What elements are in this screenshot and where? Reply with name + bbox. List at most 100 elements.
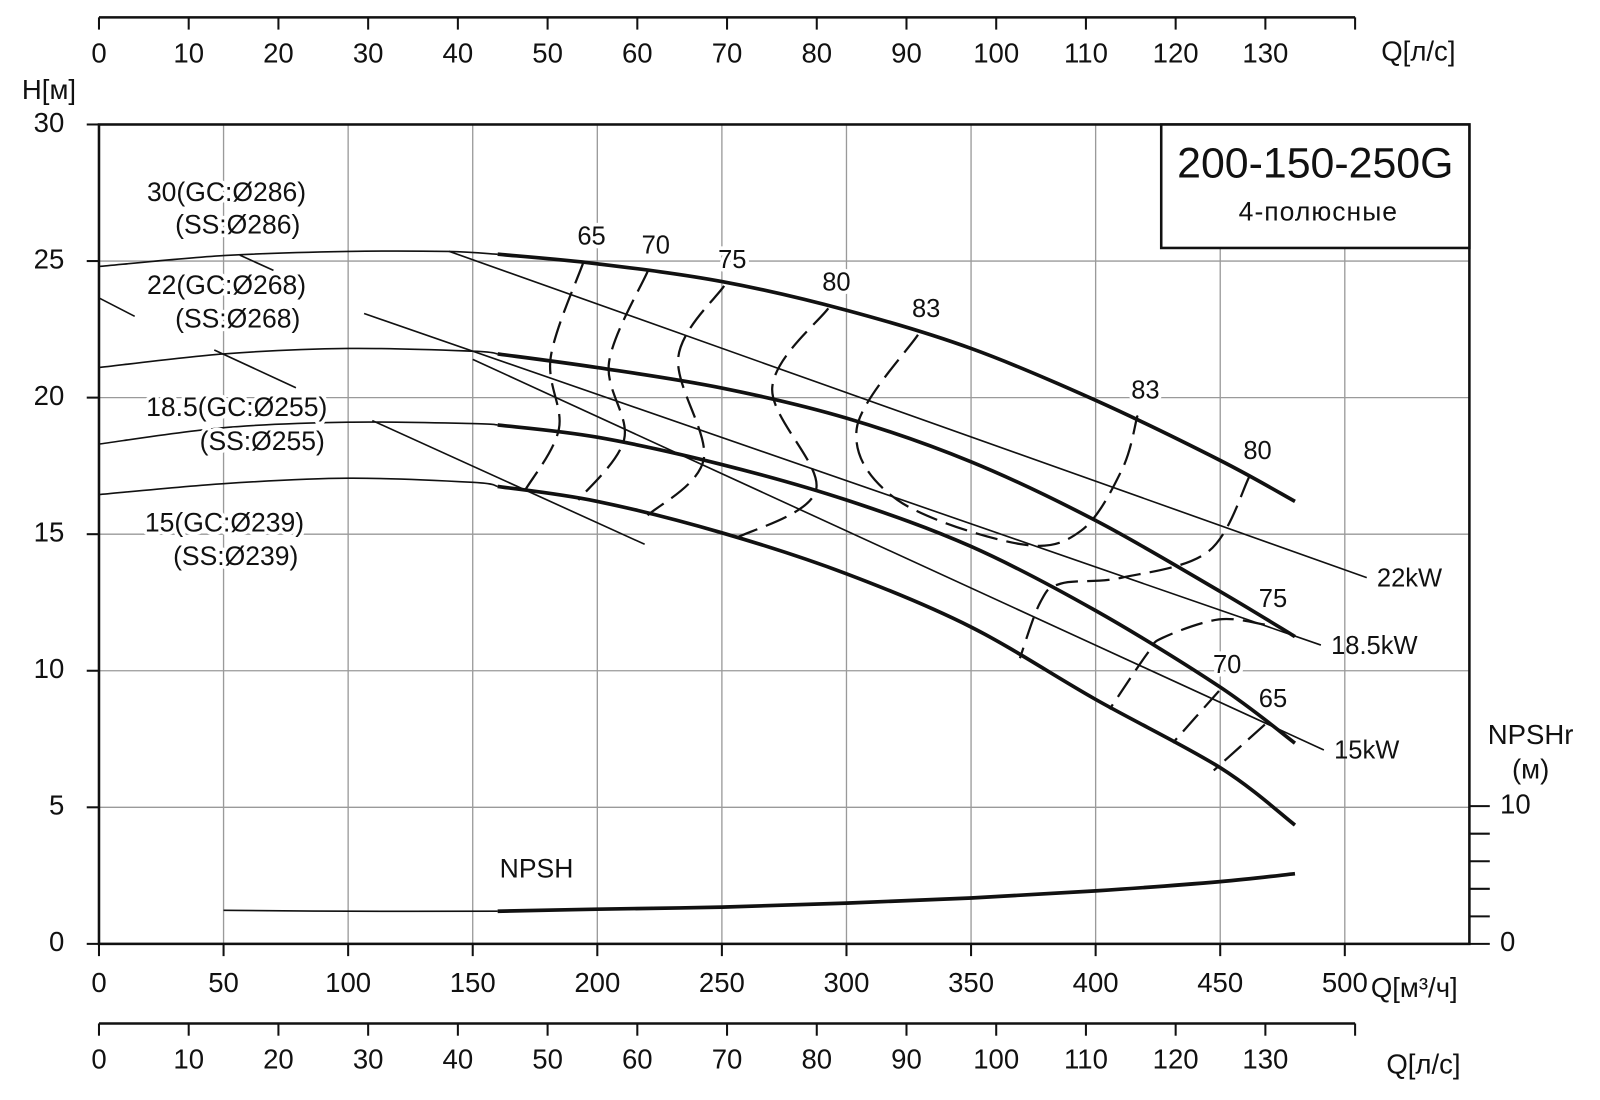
curve-sublabel: (SS:Ø239) (173, 541, 298, 571)
leader-line (213, 349, 297, 389)
power-label: 15kW (1334, 737, 1399, 765)
flow-tick-label: 50 (532, 37, 563, 68)
efficiency-contour (1018, 476, 1251, 659)
y-tick-label: 5 (49, 790, 64, 821)
x-tick-label: 450 (1197, 967, 1243, 998)
npsh-curve (497, 871, 1296, 914)
x-tick-label: 250 (699, 967, 745, 998)
efficiency-contour (524, 262, 585, 491)
flow-tick-label: 60 (622, 1044, 653, 1075)
efficiency-label: 80 (822, 269, 850, 297)
efficiency-label: 70 (1213, 651, 1241, 679)
curve-label: 22(GC:Ø268) (147, 270, 306, 300)
efficiency-contour (577, 270, 649, 501)
chart-subtitle: 4-полюсные (1239, 196, 1398, 226)
efficiency-label: 70 (642, 232, 670, 260)
efficiency-label: 75 (718, 246, 746, 274)
flow-tick-label: 20 (263, 37, 294, 68)
efficiency-label: 80 (1243, 437, 1271, 465)
x-tick-label: 150 (450, 967, 496, 998)
flow-tick-label: 50 (532, 1044, 563, 1075)
power-line (371, 419, 645, 546)
x-tick-label: 350 (948, 967, 994, 998)
flow-tick-label: 70 (712, 37, 743, 68)
efficiency-contour (646, 285, 726, 517)
chart-title: 200-150-250G (1177, 140, 1453, 188)
y-tick-label: 20 (34, 380, 65, 411)
flow-tick-label: 100 (973, 37, 1019, 68)
flow-tick-label: 40 (443, 1044, 474, 1075)
plot-border (97, 123, 1471, 946)
efficiency-label: 83 (1131, 377, 1159, 405)
efficiency-label: 75 (1259, 585, 1287, 613)
curve-sublabel: (SS:Ø286) (175, 210, 300, 240)
y-axis-label: H[м] (22, 74, 76, 105)
flow-tick-label: 70 (712, 1044, 743, 1075)
efficiency-label: 83 (912, 295, 940, 323)
flow-tick-label: 60 (622, 37, 653, 68)
efficiency-point (1136, 415, 1139, 418)
y-tick-label: 25 (34, 243, 65, 274)
x-axis-label: Q[м³/ч] (1371, 972, 1458, 1003)
x-tick-label: 400 (1073, 967, 1119, 998)
flow-tick-label: 30 (353, 1044, 384, 1075)
power-line (472, 358, 1325, 751)
y2-tick-label: 0 (1500, 926, 1515, 957)
head-curve-extension (98, 477, 498, 496)
flow-tick-label: 0 (91, 1044, 106, 1075)
head-curve (497, 484, 1297, 827)
flow-tick-label: 120 (1153, 37, 1199, 68)
y-tick-label: 10 (34, 653, 65, 684)
title-box (1159, 123, 1471, 250)
x-tick-label: 100 (325, 967, 371, 998)
flow-tick-label: 100 (973, 1044, 1019, 1075)
x-tick-label: 200 (574, 967, 620, 998)
leader-line (239, 254, 274, 272)
flow-tick-label: 110 (1064, 37, 1108, 68)
y-tick-label: 0 (49, 926, 64, 957)
y-tick-label: 30 (34, 107, 65, 138)
flow-tick-label: 80 (801, 37, 832, 68)
efficiency-contour (733, 307, 830, 540)
head-curve-extension (98, 421, 498, 445)
flow-axis-label: Q[л/с] (1381, 35, 1455, 66)
flow-tick-label: 110 (1064, 1044, 1108, 1075)
npsh-label: NPSH (500, 853, 574, 883)
curve-label: 18.5(GC:Ø255) (146, 392, 327, 422)
power-line (363, 312, 1322, 646)
flow-axis-label: Q[л/с] (1386, 1049, 1460, 1080)
head-curve (497, 252, 1296, 504)
flow-tick-label: 40 (443, 37, 474, 68)
head-curve (497, 423, 1297, 745)
flow-tick-label: 130 (1242, 1044, 1288, 1075)
curve-sublabel: (SS:Ø268) (175, 303, 300, 333)
x-tick-label: 50 (208, 967, 239, 998)
head-curve-extension (98, 250, 498, 268)
x-tick-label: 500 (1322, 967, 1368, 998)
power-line (448, 250, 1368, 579)
flow-tick-label: 130 (1242, 37, 1288, 68)
curve-sublabel: (SS:Ø255) (200, 426, 325, 456)
y2-tick-label: 10 (1500, 788, 1531, 819)
efficiency-label: 65 (577, 223, 605, 251)
x-tick-label: 0 (91, 967, 106, 998)
flow-tick-label: 90 (891, 1044, 922, 1075)
y-tick-label: 15 (34, 516, 65, 547)
flow-tick-label: 20 (263, 1044, 294, 1075)
efficiency-contour (855, 334, 1139, 547)
flow-tick-label: 10 (173, 1044, 204, 1075)
flow-tick-label: 0 (91, 37, 106, 68)
efficiency-contour (1172, 690, 1220, 744)
y2-axis-unit: (м) (1512, 754, 1549, 785)
head-curve (497, 352, 1296, 639)
y2-axis-label: NPSHr (1488, 719, 1574, 750)
power-label: 22kW (1377, 564, 1442, 592)
power-label: 18.5kW (1331, 632, 1417, 660)
head-curve-extension (98, 347, 498, 369)
flow-tick-label: 90 (891, 37, 922, 68)
npsh-curve-extension (223, 909, 498, 913)
curve-label: 15(GC:Ø239) (145, 508, 304, 538)
flow-tick-label: 120 (1153, 1044, 1199, 1075)
flow-tick-label: 80 (801, 1044, 832, 1075)
